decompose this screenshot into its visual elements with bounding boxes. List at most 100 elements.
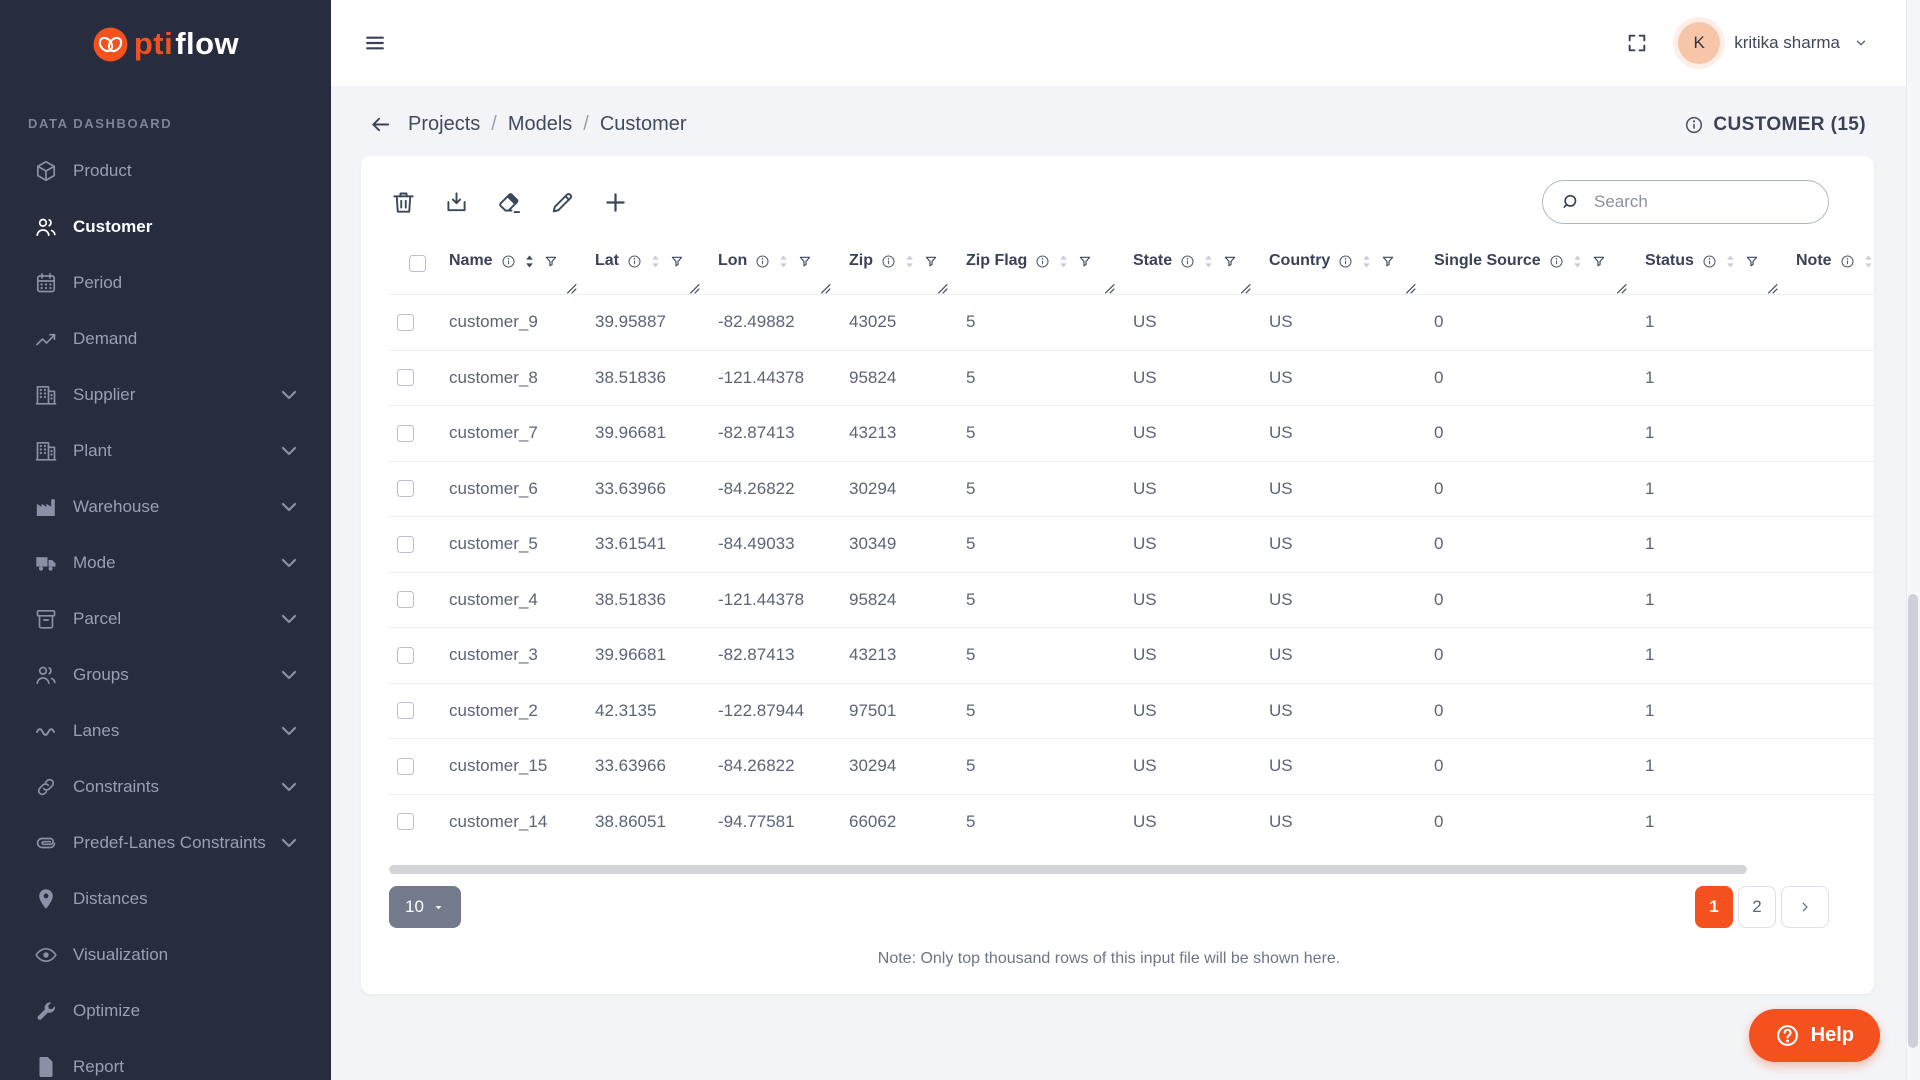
column-header-lat[interactable]: Lat <box>587 240 710 294</box>
window-scrollbar-thumb[interactable] <box>1908 594 1918 1048</box>
filter-icon[interactable] <box>1078 254 1092 269</box>
user-menu[interactable]: K kritika sharma <box>1678 22 1868 64</box>
filter-icon[interactable] <box>924 254 938 269</box>
row-checkbox[interactable] <box>397 535 414 553</box>
column-header-country[interactable]: Country <box>1261 240 1426 294</box>
row-checkbox[interactable] <box>397 369 414 387</box>
filter-icon[interactable] <box>670 254 684 269</box>
sort-icon[interactable] <box>1361 253 1372 270</box>
row-checkbox[interactable] <box>397 646 414 664</box>
sidebar-item-plant[interactable]: Plant <box>0 423 331 479</box>
add-button[interactable] <box>601 188 629 216</box>
select-all-checkbox[interactable] <box>409 255 426 272</box>
row-checkbox[interactable] <box>397 757 414 775</box>
row-checkbox[interactable] <box>397 591 414 609</box>
info-icon[interactable] <box>1035 254 1050 269</box>
table-row[interactable]: customer_2 42.3135 -122.87944 97501 5 US US 0 1 <box>389 682 1874 739</box>
info-icon[interactable] <box>1684 115 1704 135</box>
table-row[interactable]: customer_4 38.51836 -121.44378 95824 5 US US 0 1 <box>389 571 1874 628</box>
column-resize-handle[interactable] <box>937 281 948 294</box>
info-icon[interactable] <box>1180 254 1195 269</box>
filter-icon[interactable] <box>1592 254 1606 269</box>
sort-icon[interactable] <box>778 253 789 270</box>
sort-icon[interactable] <box>524 253 535 270</box>
column-header-lon[interactable]: Lon <box>710 240 841 294</box>
sort-icon[interactable] <box>1203 253 1214 270</box>
sidebar-item-predef-lanes-constraints[interactable]: Predef-Lanes Constraints <box>0 815 331 871</box>
sidebar-item-demand[interactable]: Demand <box>0 311 331 367</box>
column-resize-handle[interactable] <box>566 281 577 294</box>
delete-button[interactable] <box>389 188 417 216</box>
search-input[interactable] <box>1594 192 1815 212</box>
info-icon[interactable] <box>627 254 642 269</box>
row-checkbox[interactable] <box>397 424 414 442</box>
table-row[interactable]: customer_3 39.96681 -82.87413 43213 5 US US 0 1 <box>389 627 1874 683</box>
table-row[interactable]: customer_8 38.51836 -121.44378 95824 5 US US 0 1 <box>389 349 1874 406</box>
sidebar-item-optimize[interactable]: Optimize <box>0 983 331 1039</box>
column-header-zip-flag[interactable]: Zip Flag <box>958 240 1125 294</box>
sidebar-item-period[interactable]: Period <box>0 255 331 311</box>
sort-icon[interactable] <box>1572 253 1583 270</box>
breadcrumb-item-projects[interactable]: Projects <box>408 113 481 135</box>
fullscreen-button[interactable] <box>1626 32 1648 54</box>
page-button-2[interactable]: 2 <box>1738 886 1776 928</box>
column-resize-handle[interactable] <box>1616 281 1627 294</box>
column-header-status[interactable]: Status <box>1637 240 1788 294</box>
filter-icon[interactable] <box>1223 254 1237 269</box>
table-row[interactable]: customer_5 33.61541 -84.49033 30349 5 US US 0 1 <box>389 516 1874 572</box>
sidebar-item-supplier[interactable]: Supplier <box>0 367 331 423</box>
sidebar-item-lanes[interactable]: Lanes <box>0 703 331 759</box>
info-icon[interactable] <box>1338 254 1353 269</box>
column-resize-handle[interactable] <box>1240 281 1251 294</box>
column-header-state[interactable]: State <box>1125 240 1261 294</box>
filter-icon[interactable] <box>1381 254 1395 269</box>
help-button[interactable]: Help <box>1748 1009 1880 1062</box>
avatar[interactable]: K <box>1678 22 1721 64</box>
column-header-single-source[interactable]: Single Source <box>1426 240 1637 294</box>
sidebar-item-report[interactable]: Report <box>0 1039 331 1080</box>
column-resize-handle[interactable] <box>820 281 831 294</box>
page-button-1[interactable]: 1 <box>1695 886 1733 928</box>
page-size-dropdown[interactable]: 10 <box>389 886 461 928</box>
sort-icon[interactable] <box>1058 253 1069 270</box>
sidebar-item-customer[interactable]: Customer <box>0 199 331 255</box>
info-icon[interactable] <box>1840 254 1855 269</box>
download-button[interactable] <box>442 188 470 216</box>
sidebar-item-parcel[interactable]: Parcel <box>0 591 331 647</box>
table-row[interactable]: customer_14 38.86051 -94.77581 66062 5 US US 0 1 <box>389 793 1874 850</box>
info-icon[interactable] <box>881 254 896 269</box>
horizontal-scrollbar-thumb[interactable] <box>389 865 1748 874</box>
filter-icon[interactable] <box>1745 254 1759 269</box>
info-icon[interactable] <box>501 254 516 269</box>
sidebar-item-mode[interactable]: Mode <box>0 535 331 591</box>
next-page-button[interactable] <box>1781 886 1829 928</box>
column-resize-handle[interactable] <box>1104 281 1115 294</box>
table-row[interactable]: customer_6 33.63966 -84.26822 30294 5 US US 0 1 <box>389 460 1874 517</box>
erase-button[interactable] <box>495 188 523 216</box>
sidebar-item-constraints[interactable]: Constraints <box>0 759 331 815</box>
row-checkbox[interactable] <box>397 313 414 331</box>
info-icon[interactable] <box>755 254 770 269</box>
row-checkbox[interactable] <box>397 480 414 498</box>
sort-icon[interactable] <box>1863 253 1874 270</box>
info-icon[interactable] <box>1702 254 1717 269</box>
sidebar-item-distances[interactable]: Distances <box>0 871 331 927</box>
sidebar-item-product[interactable]: Product <box>0 143 331 199</box>
info-icon[interactable] <box>1549 254 1564 269</box>
sort-icon[interactable] <box>1725 253 1736 270</box>
filter-icon[interactable] <box>798 254 812 269</box>
column-resize-handle[interactable] <box>1405 281 1416 294</box>
table-row[interactable]: customer_15 33.63966 -84.26822 30294 5 US US 0 1 <box>389 738 1874 794</box>
row-checkbox[interactable] <box>397 702 414 720</box>
row-checkbox[interactable] <box>397 813 414 831</box>
column-resize-handle[interactable] <box>689 281 700 294</box>
sidebar-item-visualization[interactable]: Visualization <box>0 927 331 983</box>
table-row[interactable]: customer_9 39.95887 -82.49882 43025 5 US US 0 1 <box>389 294 1874 350</box>
table-row[interactable]: customer_7 39.96681 -82.87413 43213 5 US US 0 1 <box>389 405 1874 461</box>
column-header-zip[interactable]: Zip <box>841 240 958 294</box>
sort-icon[interactable] <box>904 253 915 270</box>
hamburger-menu-button[interactable] <box>364 32 386 54</box>
sidebar-item-groups[interactable]: Groups <box>0 647 331 703</box>
breadcrumb-item-models[interactable]: Models <box>507 113 573 135</box>
sidebar-item-warehouse[interactable]: Warehouse <box>0 479 331 535</box>
